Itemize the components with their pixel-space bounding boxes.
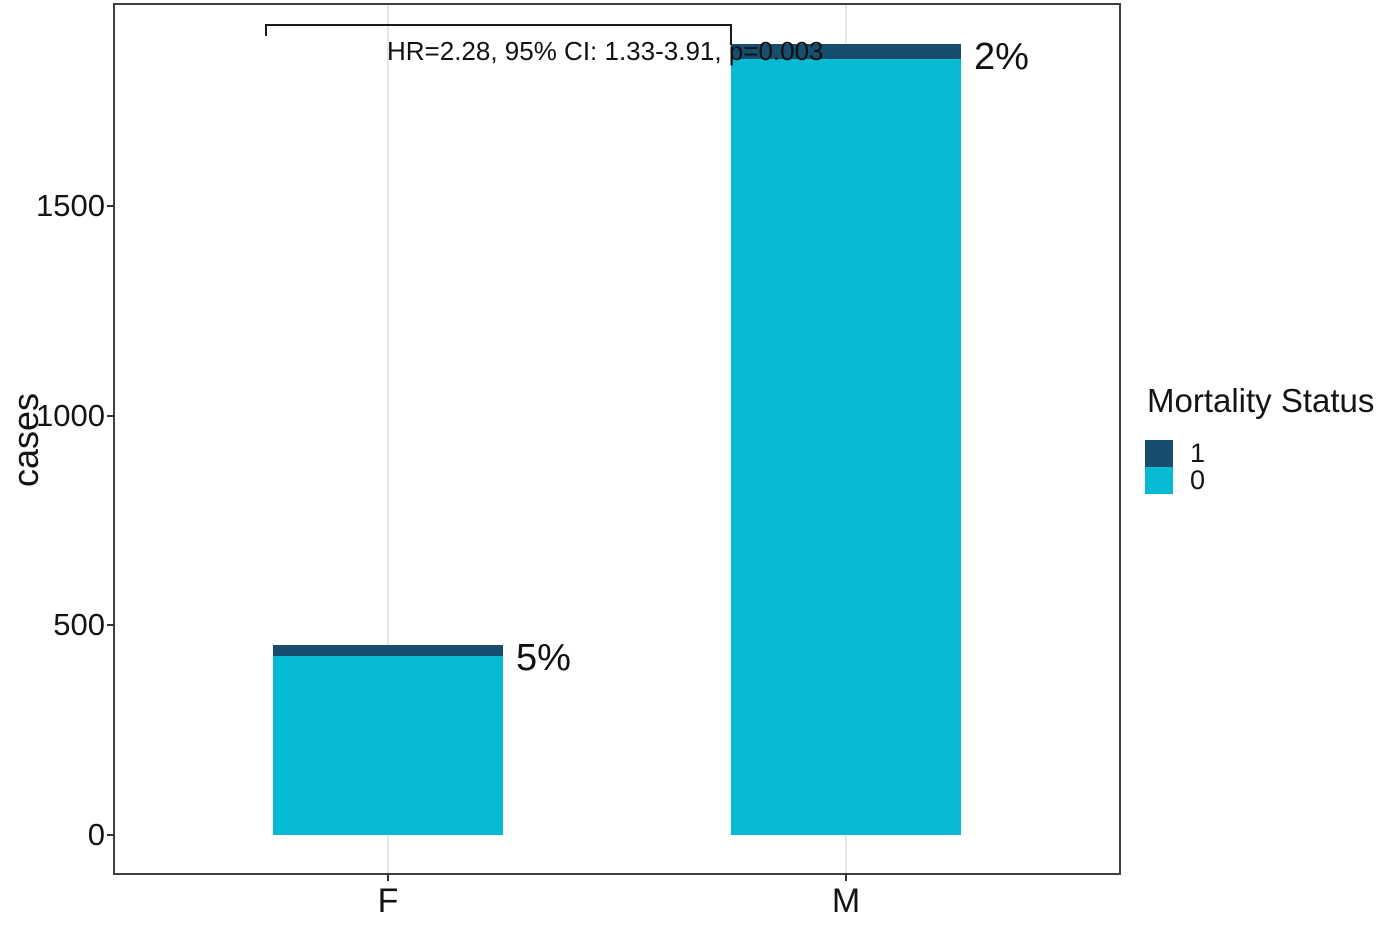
legend-entry-0: 0 xyxy=(1145,467,1395,494)
legend-label-1: 1 xyxy=(1190,438,1206,468)
legend-label-0: 0 xyxy=(1190,465,1206,495)
legend-swatch-0 xyxy=(1145,467,1173,494)
x-tick-M xyxy=(845,873,847,881)
y-tick-1500 xyxy=(107,204,115,207)
plot-panel: HR=2.28, 95% CI: 1.33-3.91, p=0.003 xyxy=(113,3,1121,875)
y-tick-1000 xyxy=(107,414,115,417)
y-tick-500 xyxy=(107,624,115,627)
y-tick-label-1000: 1000 xyxy=(36,397,105,433)
bar-M-percentage-label: 2% xyxy=(974,36,1029,79)
y-tick-label-0: 0 xyxy=(87,817,105,852)
significance-bracket-right-tick xyxy=(730,24,732,45)
x-tick-label-F: F xyxy=(377,882,399,920)
legend-entry-1: 1 xyxy=(1145,440,1395,467)
y-tick-label-1500: 1500 xyxy=(36,187,105,223)
annotation-hr-text: HR=2.28, 95% CI: 1.33-3.91, p=0.003 xyxy=(387,36,824,66)
significance-bracket-horizontal xyxy=(265,24,732,26)
y-axis-title: cases xyxy=(5,392,46,488)
bar-F-segment-status1 xyxy=(273,645,503,657)
legend-title: Mortality Status xyxy=(1147,382,1375,419)
y-tick-0 xyxy=(107,834,115,836)
x-tick-label-M: M xyxy=(831,882,861,920)
x-tick-F xyxy=(387,873,389,881)
bar-F-percentage-label: 5% xyxy=(516,637,571,680)
bar-M-segment-status1 xyxy=(731,44,961,60)
legend-swatch-1 xyxy=(1145,440,1173,467)
gridline-F xyxy=(387,5,389,873)
y-tick-label-500: 500 xyxy=(53,607,105,643)
significance-bracket-left-tick xyxy=(265,24,267,36)
bar-M-segment-status0 xyxy=(731,59,961,835)
bar-F-segment-status0 xyxy=(273,656,503,835)
